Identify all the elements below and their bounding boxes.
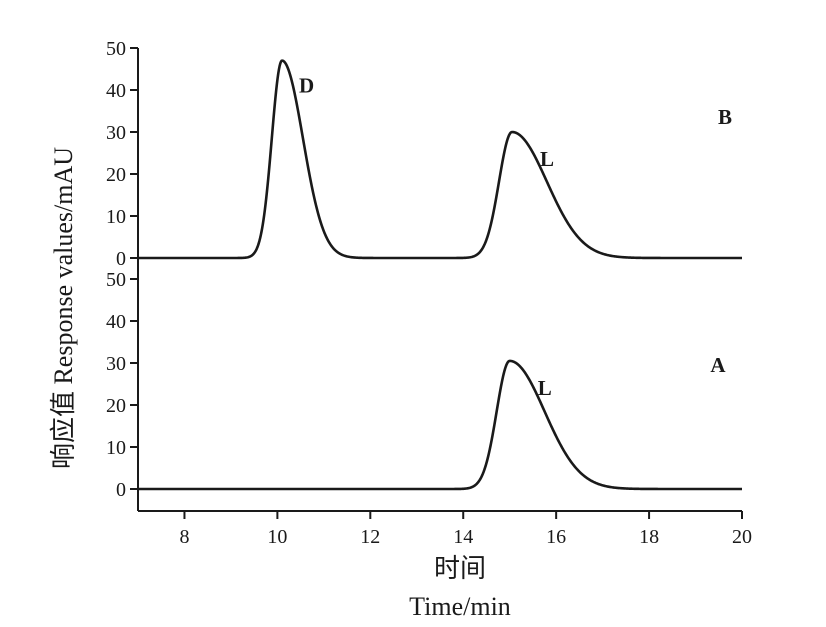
panel-B-peak-label-L: L (540, 147, 554, 171)
x-tick-label-18: 18 (639, 526, 659, 548)
panel-B-y-tick-label-10: 10 (106, 206, 126, 228)
panel-A-y-tick-label-10: 10 (106, 437, 126, 459)
panel-A-y-tick-label-30: 30 (106, 353, 126, 375)
traces-layer (137, 59, 743, 491)
panel-B-peak-label-D: D (299, 74, 314, 98)
panel-A-peak-label-L: L (538, 376, 552, 400)
labels-layer: D L B L A (299, 74, 732, 400)
panel-B-trace (137, 59, 743, 260)
panel-label-A: A (710, 353, 726, 377)
panel-B-y-tick-label-20: 20 (106, 164, 126, 186)
x-tick-label-20: 20 (732, 526, 752, 548)
panel-A-trace (137, 359, 743, 491)
x-axis-title: Time/min (409, 592, 511, 621)
panel-A-y-tick-label-50: 50 (106, 269, 126, 291)
x-tick-label-8: 8 (179, 526, 189, 548)
panel-B-y-tick-label-50: 50 (106, 38, 126, 60)
x-tick-label-10: 10 (267, 526, 287, 548)
panel-A-y-tick-label-20: 20 (106, 395, 126, 417)
y-axis-title: 响应值 Response values/mAU (49, 147, 78, 469)
x-axis-title-cn: 时间 (434, 554, 486, 583)
x-tick-label-16: 16 (546, 526, 566, 548)
x-tick-label-12: 12 (360, 526, 380, 548)
panel-label-B: B (718, 105, 732, 129)
panel-B-y-tick-label-30: 30 (106, 122, 126, 144)
panel-B-y-tick-label-40: 40 (106, 80, 126, 102)
panel-A-y-tick-label-40: 40 (106, 311, 126, 333)
panel-B-y-tick-label-0: 0 (116, 248, 126, 270)
x-tick-label-14: 14 (453, 526, 473, 548)
panel-A-y-tick-label-0: 0 (116, 479, 126, 501)
